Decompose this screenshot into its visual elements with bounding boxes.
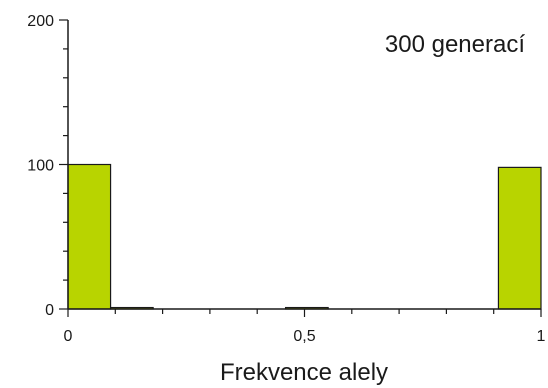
y-tick-label: 0 (45, 302, 54, 319)
x-axis-title: Frekvence alely (220, 359, 388, 386)
x-tick-label: 0 (64, 328, 73, 345)
generation-annotation: 300 generací (385, 31, 525, 58)
x-tick-label: 0,5 (293, 328, 315, 345)
y-tick-label: 200 (27, 13, 54, 30)
histogram-bar-0 (67, 163, 112, 310)
x-tick-label: 1 (537, 328, 546, 345)
histogram-bar-3 (497, 166, 542, 310)
y-tick-label: 100 (27, 158, 54, 175)
y-ticks-group: 0 100 200 (27, 13, 68, 319)
axes-group (67, 20, 541, 310)
bars-group (67, 163, 542, 310)
x-ticks-group: 0 0,5 1 (64, 309, 546, 345)
